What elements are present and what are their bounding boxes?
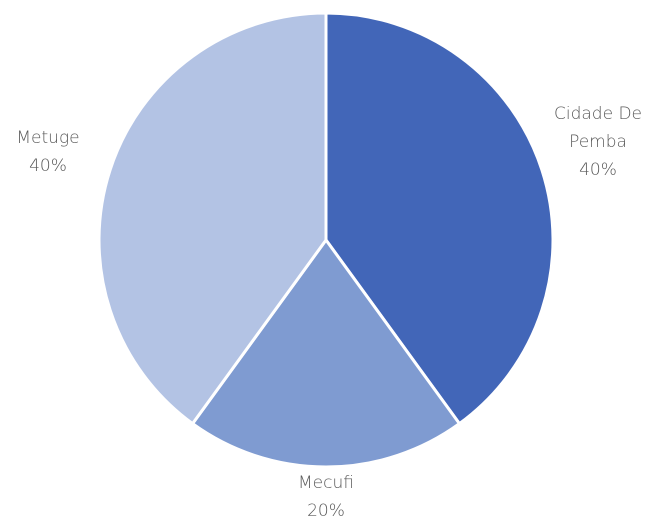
data-label-cidade-de-pemba: Cidade De Pemba 40% bbox=[554, 104, 642, 180]
pie-slice-mecufi bbox=[191, 238, 461, 469]
pie-slice-metuge bbox=[97, 11, 328, 426]
data-label-line: Pemba bbox=[569, 132, 627, 152]
data-label-line: Cidade De bbox=[554, 104, 642, 124]
pie-slice-cidade-de-pemba bbox=[324, 11, 555, 426]
data-label-line: 20% bbox=[307, 501, 345, 521]
data-label-metuge: Metuge 40% bbox=[16, 128, 79, 176]
data-label-mecufi: Mecufi 20% bbox=[298, 473, 354, 521]
pie-slices bbox=[97, 11, 555, 469]
data-label-line: Metuge bbox=[16, 128, 79, 148]
pie-labels: Cidade De Pemba 40% Mecufi 20% Metuge 40% bbox=[16, 104, 642, 521]
data-label-line: Mecufi bbox=[298, 473, 354, 493]
data-label-line: 40% bbox=[29, 156, 67, 176]
data-label-line: 40% bbox=[579, 160, 617, 180]
